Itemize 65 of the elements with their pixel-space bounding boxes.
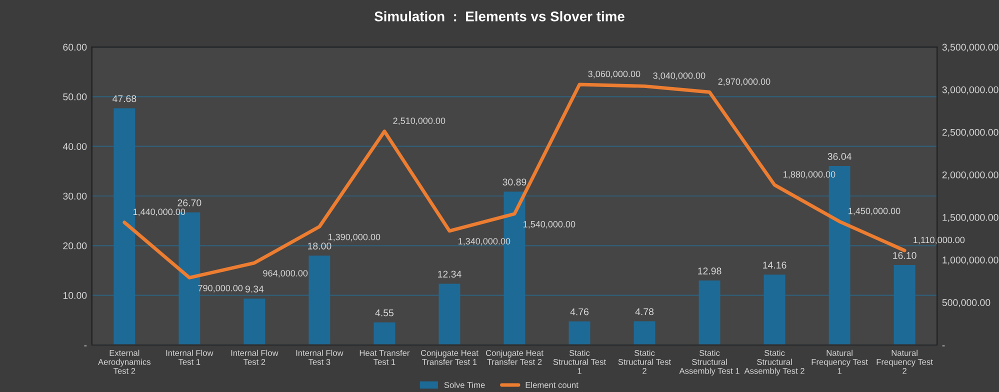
bar	[374, 322, 396, 345]
y-tick-label: 30.00	[63, 192, 87, 200]
x-tick-label: Static Structural Assembly Test 2	[744, 350, 804, 376]
x-tick-label: Conjugate Heat Transfer Test 1	[420, 350, 478, 365]
x-tick-label: Internal Flow Test 2	[231, 350, 278, 365]
data-label: 964,000.00	[263, 270, 308, 278]
data-label: 4.78	[635, 308, 654, 316]
data-label: 1,110,000.00	[914, 236, 965, 244]
data-label: 18.00	[308, 242, 332, 250]
x-tick-label: External Aerodynamics Test 2	[98, 350, 151, 374]
y2-tick-label: 1,500,000.00	[942, 214, 998, 222]
data-label: 12.34	[438, 270, 462, 278]
x-tick-label: Conjugate Heat Transfer Test 2	[486, 350, 544, 365]
bar	[764, 274, 786, 345]
data-label: 1,540,000.00	[524, 221, 576, 229]
y2-tick-label: 2,000,000.00	[942, 171, 998, 180]
x-tick-label: Static Structural Assembly Test 1	[679, 350, 740, 376]
data-label: 16.10	[893, 252, 916, 259]
bar	[634, 321, 656, 345]
y-tick-label: 60.00	[63, 44, 87, 51]
bar	[244, 298, 266, 345]
y-tick-label: 50.00	[63, 93, 87, 100]
legend-label: Solve Time	[444, 382, 485, 388]
bar	[308, 256, 330, 345]
x-tick-label: Heat Transfer Test 1	[360, 350, 410, 365]
x-tick-label: Static Structural Test 1	[553, 350, 606, 374]
y2-tick-label: 3,500,000.00	[942, 44, 998, 52]
chart-title: Simulation : Elements vs Slover time	[374, 11, 624, 22]
data-label: 4.76	[570, 308, 589, 316]
x-tick-label: Static Structural Test 2	[618, 350, 672, 374]
y2-tick-label: 500,000.00	[942, 299, 990, 308]
x-tick-label: Natural Frequency Test 2	[876, 350, 933, 374]
data-label: 1,880,000.00	[784, 171, 836, 179]
bar	[568, 321, 590, 345]
bar	[114, 108, 136, 345]
data-label: 2,510,000.00	[393, 118, 446, 126]
x-tick-label: Internal Flow Test 3	[296, 350, 344, 365]
data-label: 47.68	[112, 95, 136, 102]
y-tick-label: 10.00	[63, 292, 87, 299]
data-label: 1,450,000.00	[848, 208, 900, 216]
data-label: 9.34	[245, 286, 264, 292]
bar	[894, 265, 916, 345]
y2-tick-label: 1,000,000.00	[942, 256, 998, 265]
x-tick-label: Natural Frequency Test 1	[812, 350, 868, 374]
y-tick-label: 40.00	[62, 143, 87, 150]
data-label: 3,040,000.00	[653, 72, 706, 80]
data-label: 26.70	[178, 199, 202, 206]
legend-label: Element count	[526, 382, 578, 388]
y-tick-label: 20.00	[63, 242, 87, 250]
data-label: 1,440,000.00	[133, 208, 186, 216]
y2-tick-label: 3,000,000.00	[942, 86, 998, 94]
data-label: 36.04	[828, 153, 852, 160]
y2-tick-label: 2,500,000.00	[942, 128, 998, 137]
data-label: 2,970,000.00	[718, 78, 770, 86]
data-label: 1,340,000.00	[458, 238, 510, 246]
bar	[438, 284, 460, 345]
data-label: 4.55	[375, 309, 394, 316]
data-label: 1,390,000.00	[328, 234, 380, 242]
data-label: 790,000.00	[198, 284, 243, 292]
data-label: 12.98	[698, 268, 722, 274]
data-label: 3,060,000.00	[588, 70, 640, 78]
data-label: 30.89	[502, 178, 526, 186]
x-tick-label: Internal Flow Test 1	[166, 350, 214, 365]
bar	[698, 280, 720, 345]
data-label: 14.16	[763, 262, 786, 269]
